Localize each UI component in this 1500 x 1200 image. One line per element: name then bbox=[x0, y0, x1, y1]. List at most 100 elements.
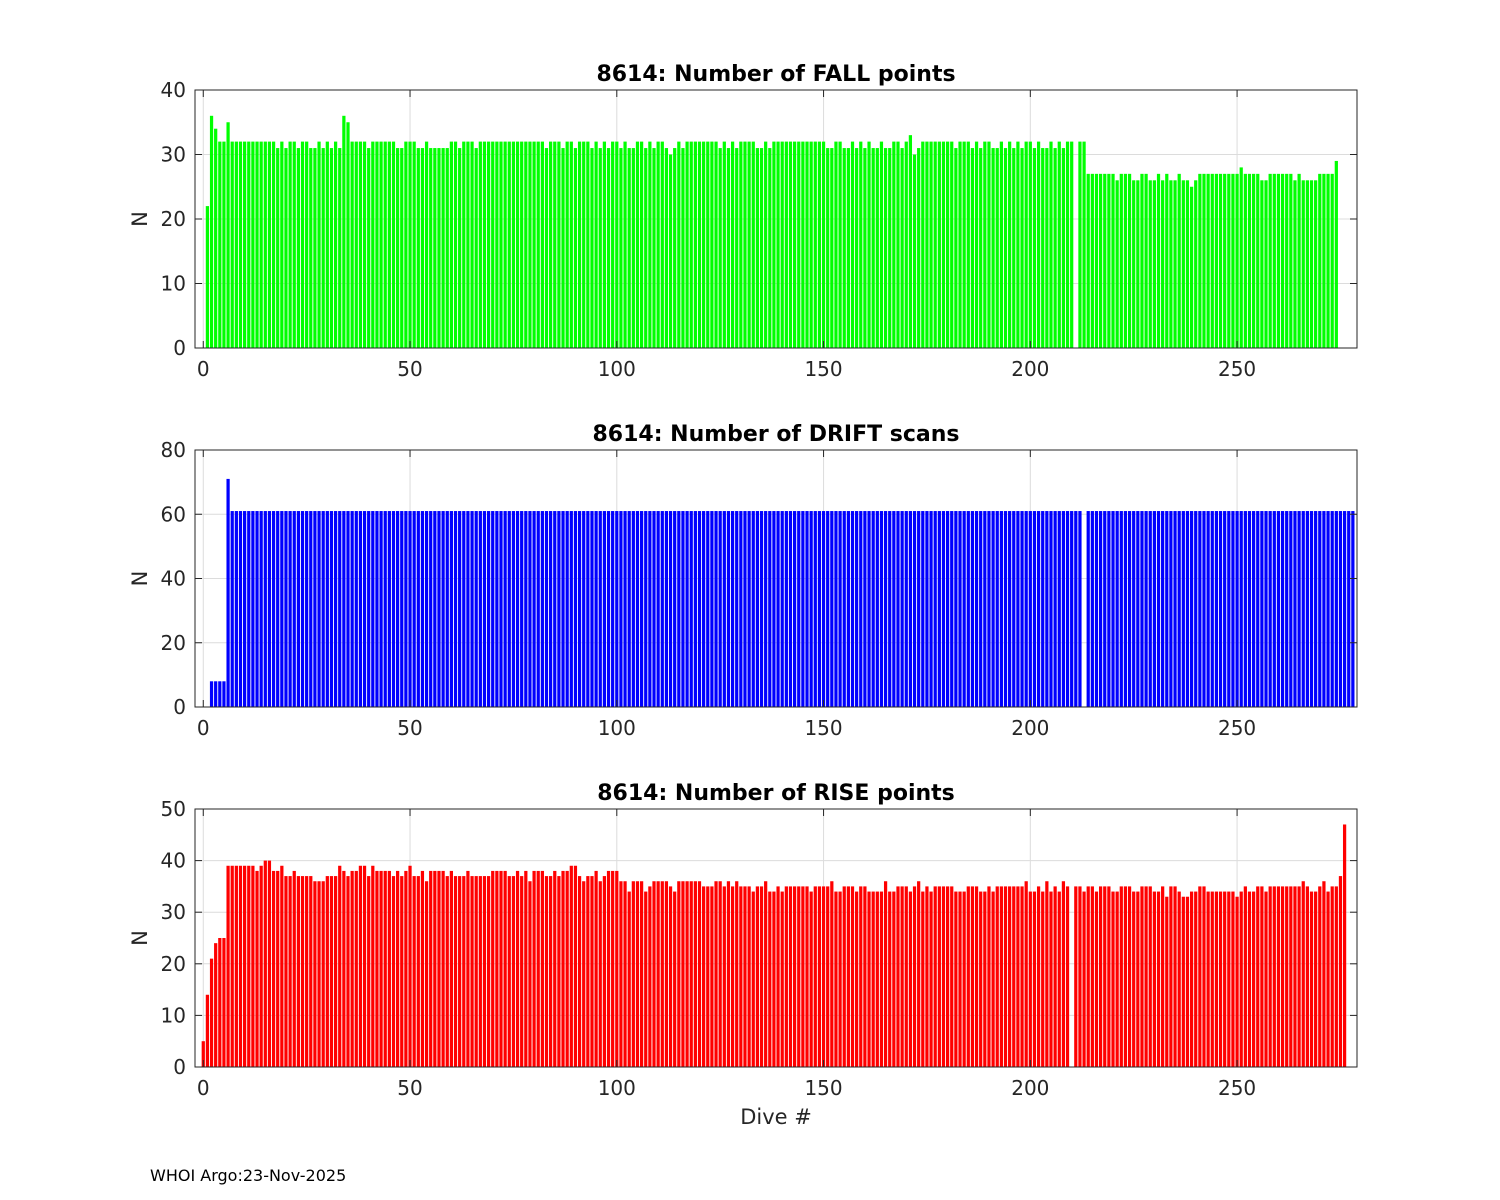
drift-bar bbox=[1268, 511, 1272, 707]
rise-bar bbox=[776, 886, 780, 1067]
rise-bar bbox=[1049, 891, 1053, 1067]
drift-bar bbox=[230, 511, 234, 707]
rise-bar bbox=[673, 891, 677, 1067]
rise-bar bbox=[1272, 886, 1276, 1067]
fall-bar bbox=[400, 148, 404, 348]
rise-bar bbox=[1144, 886, 1148, 1067]
drift-bar bbox=[276, 511, 280, 707]
rise-bar bbox=[1297, 886, 1301, 1067]
rise-bar bbox=[1111, 891, 1115, 1067]
rise-bar bbox=[999, 886, 1003, 1067]
rise-bar bbox=[677, 881, 681, 1067]
fall-bar bbox=[1103, 173, 1107, 348]
fall-bar bbox=[1119, 173, 1123, 348]
fall-bar bbox=[1252, 173, 1256, 348]
drift-bar bbox=[553, 511, 557, 707]
drift-bar bbox=[222, 681, 226, 707]
drift-bar bbox=[313, 511, 317, 707]
drift-bar bbox=[1297, 511, 1301, 707]
fall-bar bbox=[499, 141, 503, 348]
rise-bar bbox=[238, 865, 243, 1067]
fall-bar bbox=[1301, 180, 1305, 348]
drift-bar bbox=[821, 511, 826, 707]
drift-bar bbox=[1206, 511, 1210, 707]
drift-bar bbox=[1053, 511, 1057, 707]
fall-bar bbox=[933, 141, 937, 348]
rise-bar bbox=[1314, 891, 1318, 1067]
drift-bar bbox=[801, 511, 805, 707]
fall-bar bbox=[1020, 148, 1024, 348]
drift-bar bbox=[979, 511, 983, 707]
drift-bar bbox=[664, 511, 669, 707]
rise-bar bbox=[693, 881, 697, 1067]
rise-bar bbox=[950, 886, 954, 1067]
rise-y-tick-label: 40 bbox=[161, 849, 186, 873]
fall-bar bbox=[549, 141, 553, 348]
drift-bar bbox=[755, 511, 760, 707]
rise-bar bbox=[1119, 886, 1123, 1067]
rise-bar bbox=[549, 876, 553, 1067]
rise-bar bbox=[879, 891, 884, 1067]
drift-bar bbox=[503, 511, 507, 707]
rise-bar bbox=[424, 881, 429, 1067]
rise-bar bbox=[1024, 881, 1028, 1067]
fall-bar bbox=[867, 141, 871, 348]
rise-bar bbox=[1268, 886, 1272, 1067]
fall-bar bbox=[838, 141, 842, 348]
drift-bar bbox=[1272, 511, 1276, 707]
drift-bar bbox=[590, 511, 594, 707]
drift-bar bbox=[466, 511, 470, 707]
drift-bar bbox=[1330, 511, 1334, 707]
rise-bar bbox=[954, 891, 958, 1067]
drift-bar bbox=[416, 511, 420, 707]
rise-bar bbox=[590, 876, 594, 1067]
fall-bar bbox=[1334, 160, 1338, 348]
fall-bar bbox=[557, 141, 561, 348]
drift-bar bbox=[974, 511, 979, 707]
rise-bar bbox=[838, 891, 842, 1067]
rise-bar bbox=[1032, 891, 1037, 1067]
fall-bar bbox=[478, 141, 482, 348]
rise-bar bbox=[1326, 891, 1330, 1067]
rise-bar bbox=[772, 891, 776, 1067]
rise-bar bbox=[271, 870, 276, 1067]
rise-bar bbox=[1334, 886, 1338, 1067]
fall-bar bbox=[1239, 167, 1243, 348]
fall-bar bbox=[416, 148, 420, 348]
drift-bar bbox=[809, 511, 813, 707]
drift-bar bbox=[842, 511, 846, 707]
rise-bar bbox=[850, 886, 855, 1067]
rise-bar bbox=[1330, 886, 1334, 1067]
rise-bar bbox=[333, 876, 338, 1067]
fall-bar bbox=[503, 141, 507, 348]
rise-bar bbox=[491, 870, 495, 1067]
drift-bar bbox=[991, 511, 995, 707]
drift-bar bbox=[362, 511, 367, 707]
rise-bar bbox=[991, 891, 995, 1067]
drift-bar bbox=[834, 511, 838, 707]
fall-bar bbox=[743, 141, 747, 348]
fall-bar bbox=[821, 141, 826, 348]
fall-bar bbox=[826, 148, 830, 348]
drift-bar bbox=[1309, 511, 1314, 707]
rise-bar bbox=[805, 886, 809, 1067]
drift-bar bbox=[925, 511, 929, 707]
fall-bar bbox=[1227, 173, 1231, 348]
rise-bar bbox=[726, 881, 731, 1067]
fall-bar bbox=[1099, 173, 1103, 348]
rise-bar bbox=[1016, 886, 1020, 1067]
drift-bar bbox=[1260, 511, 1264, 707]
rise-bar bbox=[1218, 891, 1223, 1067]
drift-bar bbox=[830, 511, 834, 707]
rise-bar bbox=[1309, 891, 1314, 1067]
fall-bar bbox=[954, 148, 958, 348]
fall-bar bbox=[780, 141, 784, 348]
rise-bar bbox=[520, 876, 524, 1067]
fall-bar bbox=[652, 148, 656, 348]
fall-bar bbox=[565, 141, 569, 348]
fall-bar bbox=[995, 148, 999, 348]
drift-bar bbox=[1347, 511, 1351, 707]
fall-bar bbox=[276, 148, 280, 348]
drift-bar bbox=[536, 511, 540, 707]
drift-y-tick-label: 20 bbox=[161, 631, 186, 655]
